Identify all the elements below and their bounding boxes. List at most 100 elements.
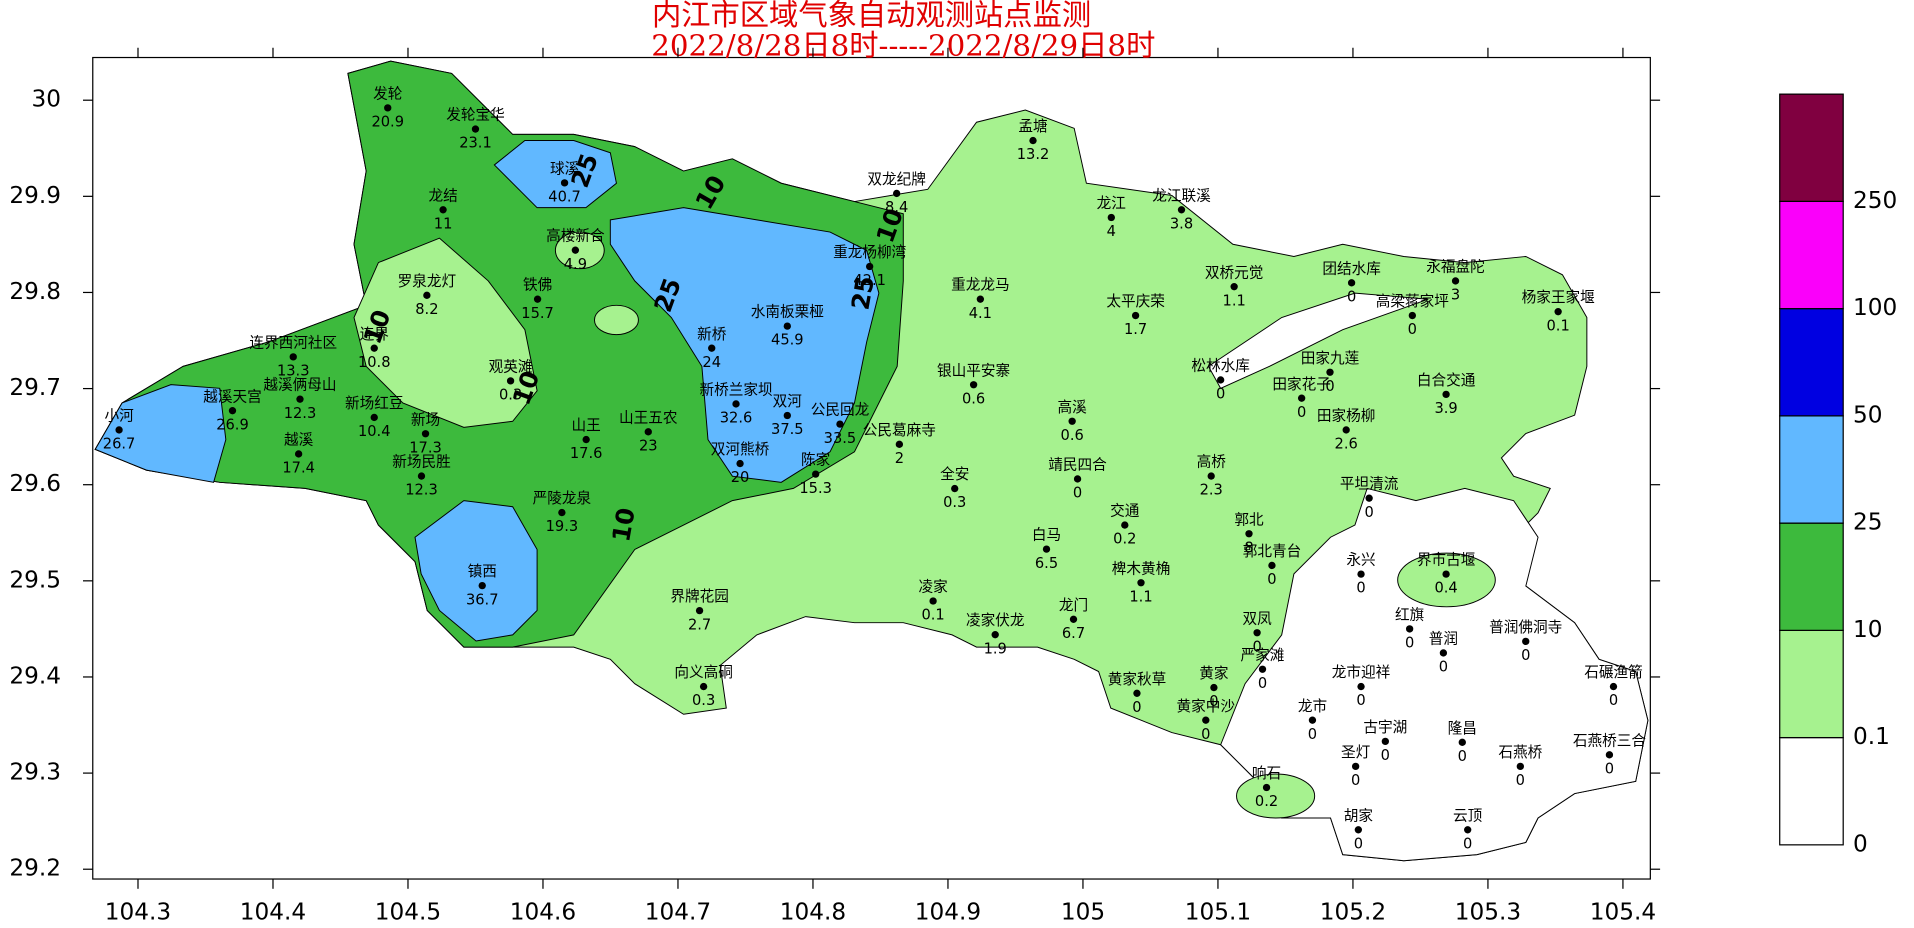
station-dot — [289, 353, 297, 361]
station-value: 0 — [1381, 747, 1390, 764]
station-value: 1.7 — [1124, 321, 1147, 338]
station-dot — [1029, 136, 1037, 145]
station-dot — [370, 413, 378, 422]
station-name: 田家杨柳 — [1317, 407, 1376, 424]
station-name: 重龙杨柳湾 — [833, 244, 907, 261]
station-dot — [1516, 762, 1524, 771]
station-value: 26.7 — [103, 436, 136, 453]
station-value: 8.4 — [885, 199, 908, 216]
station-value: 32.6 — [720, 410, 753, 427]
station-dot — [1262, 783, 1271, 792]
legend-label: 50 — [1853, 401, 1883, 428]
station-dot — [1107, 213, 1115, 222]
station-dot — [294, 450, 303, 458]
station-name: 发轮宝华 — [446, 107, 505, 124]
station-name: 严家滩 — [1241, 647, 1285, 664]
station-value: 0 — [1252, 638, 1261, 655]
station-value: 0 — [1408, 321, 1417, 338]
x-tick-label: 104.3 — [105, 899, 171, 926]
station-dot — [736, 459, 744, 468]
legend-swatch — [1779, 415, 1844, 524]
station-value: 0.6 — [962, 390, 985, 407]
station-name: 高楼新合 — [546, 228, 605, 245]
station-value: 0 — [1354, 835, 1363, 852]
station-name: 全安 — [940, 465, 969, 483]
station-value: 0.3 — [692, 692, 715, 709]
station-value: 45.9 — [771, 332, 804, 349]
station-value: 6.7 — [1062, 625, 1085, 642]
station-name: 陈家 — [801, 451, 831, 469]
area-light-green — [593, 304, 639, 336]
station-value: 0 — [1521, 647, 1530, 664]
station-name: 银山平安寨 — [937, 361, 1011, 379]
station-value: 8.2 — [415, 301, 438, 318]
station-name: 镇西 — [468, 563, 497, 580]
station-dot — [1405, 625, 1414, 633]
legend-swatch — [1779, 736, 1844, 846]
station-value: 1.1 — [1223, 292, 1246, 309]
station-value: 0 — [1267, 571, 1276, 588]
station-name: 凌家伏龙 — [966, 612, 1025, 629]
station-value: 0 — [1209, 693, 1218, 710]
station-value: 0 — [1605, 760, 1614, 777]
station-dot — [644, 428, 652, 436]
station-value: 42.1 — [853, 272, 886, 289]
station-dot — [1137, 579, 1145, 587]
station-dot — [1554, 308, 1562, 316]
station-name: 新场 — [411, 411, 440, 428]
legend-label: 0 — [1853, 830, 1868, 857]
station-name: 普润 — [1429, 631, 1458, 648]
station-value: 0.6 — [1061, 427, 1084, 444]
station-value: 1.1 — [1129, 588, 1152, 605]
station-dot — [439, 206, 447, 214]
station-value: 0 — [1609, 692, 1618, 709]
station-name: 小河 — [104, 407, 134, 424]
station-dot — [506, 377, 515, 385]
station-dot — [783, 322, 791, 330]
station-dot — [1121, 521, 1129, 529]
station-name: 越溪 — [284, 432, 314, 449]
station-name: 椑木黄桷 — [1112, 560, 1171, 577]
station-value: 24 — [702, 354, 721, 371]
station-name: 连界 — [360, 326, 390, 343]
station-value: 0.4 — [1434, 580, 1457, 597]
station-name: 平坦清流 — [1340, 476, 1399, 493]
station-dot — [417, 472, 426, 480]
station-value: 17.6 — [570, 445, 603, 462]
station-dot — [1442, 390, 1450, 399]
station-dot — [1442, 570, 1450, 578]
station-name: 圣灯 — [1341, 744, 1371, 761]
station-name: 越溪俩母山 — [263, 377, 336, 394]
station-name: 罗泉龙灯 — [398, 273, 457, 290]
station-dot — [1131, 311, 1140, 320]
station-name: 山王 — [572, 417, 601, 434]
station-value: 2 — [895, 450, 904, 467]
station-dot — [533, 295, 542, 303]
x-tick-label: 104.8 — [780, 899, 846, 926]
station-value: 13.2 — [1017, 146, 1050, 163]
station-name: 双河熊桥 — [711, 441, 770, 458]
x-tick-label: 104.7 — [645, 899, 711, 926]
station-name: 新场民胜 — [392, 454, 451, 471]
legend-label: 0.1 — [1853, 723, 1890, 750]
station-value: 26.9 — [216, 416, 249, 433]
station-name: 连界西河社区 — [249, 334, 337, 351]
y-tick-label: 30 — [32, 86, 62, 113]
station-value: 1.9 — [984, 640, 1007, 657]
station-dot — [812, 470, 820, 478]
station-name: 双河 — [773, 393, 803, 410]
station-dot — [1354, 826, 1363, 834]
station-dot — [582, 435, 590, 444]
station-dot — [560, 179, 569, 187]
station-name: 白合交通 — [1417, 371, 1476, 389]
station-name: 公民回龙 — [811, 402, 870, 419]
station-name: 重龙龙马 — [951, 277, 1010, 294]
station-dot — [1381, 737, 1390, 746]
station-value: 33.5 — [824, 430, 857, 447]
station-value: 23 — [639, 437, 658, 454]
station-name: 太平庆荣 — [1106, 293, 1165, 310]
station-dot — [1326, 368, 1334, 376]
station-dot — [1458, 738, 1466, 746]
station-name: 孟塘 — [1018, 118, 1047, 135]
